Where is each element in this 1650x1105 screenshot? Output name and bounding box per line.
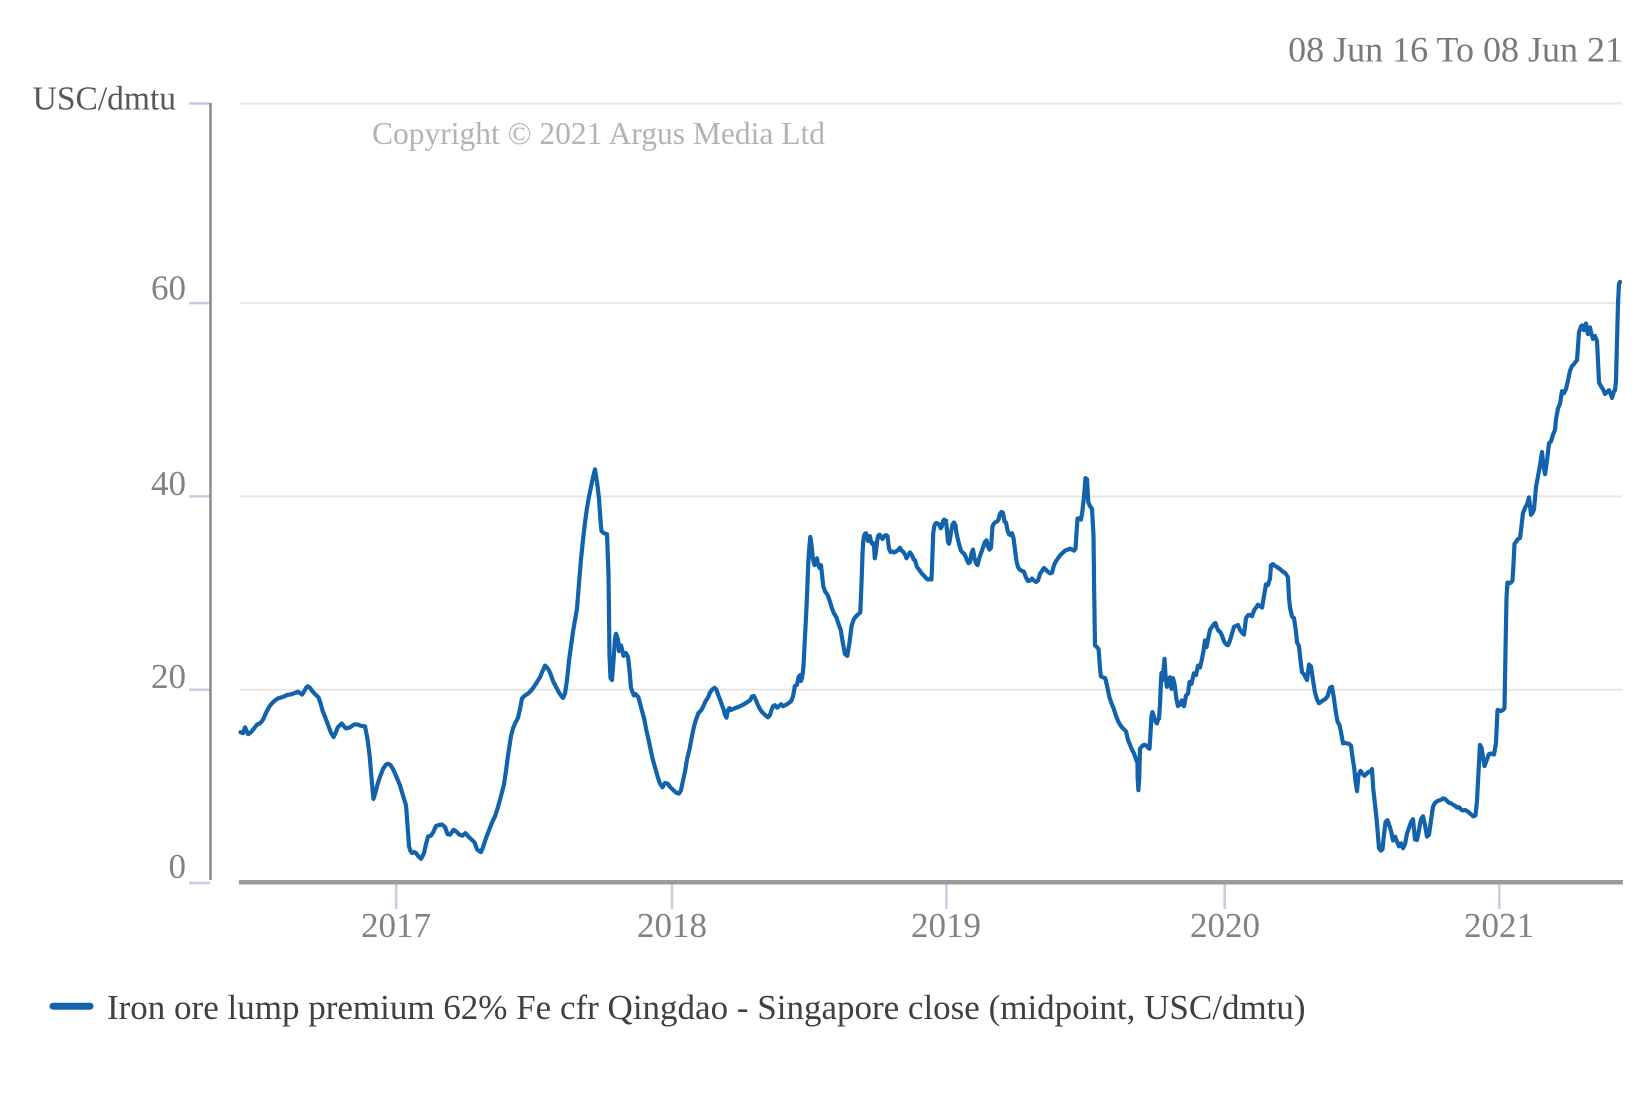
svg-text:08 Jun 16 To 08 Jun 21: 08 Jun 16 To 08 Jun 21 — [1288, 30, 1623, 70]
svg-text:2019: 2019 — [911, 906, 981, 945]
svg-text:20: 20 — [151, 657, 186, 696]
svg-text:0: 0 — [169, 847, 187, 886]
svg-text:Copyright © 2021 Argus Media L: Copyright © 2021 Argus Media Ltd — [372, 116, 825, 151]
svg-text:USC/dmtu: USC/dmtu — [33, 81, 177, 118]
svg-text:40: 40 — [151, 464, 186, 503]
svg-text:2021: 2021 — [1464, 906, 1534, 945]
svg-text:60: 60 — [151, 269, 186, 308]
svg-text:2017: 2017 — [361, 906, 431, 945]
svg-text:2018: 2018 — [637, 906, 707, 945]
svg-text:2020: 2020 — [1190, 906, 1260, 945]
svg-text:Iron ore lump premium 62% Fe c: Iron ore lump premium 62% Fe cfr Qingdao… — [107, 988, 1306, 1027]
